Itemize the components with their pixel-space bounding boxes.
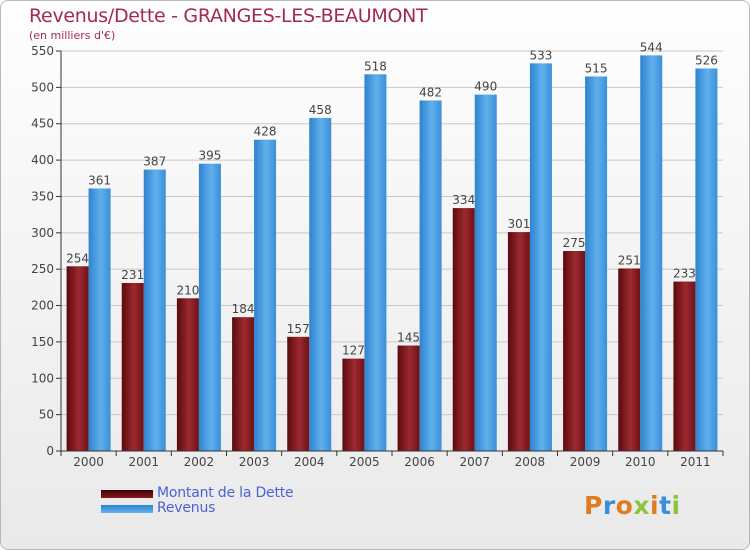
bar-revenus-2008 <box>529 63 552 451</box>
bar-revenus-2009 <box>585 76 608 452</box>
xtick-label-2007: 2007 <box>459 455 490 469</box>
ytick-label-400: 400 <box>31 153 54 167</box>
labels-layer: 254 361 231 387 210 395 184 428 157 458 127 518 145 4… <box>66 40 718 357</box>
axis-layer: 0 50 100 150 200 250 300 350 400 450 500 550 2000 200… <box>31 44 724 469</box>
bar-revenus-2001 <box>143 169 166 451</box>
legend-swatch-debt <box>101 490 153 498</box>
bar-revenus-2007 <box>474 94 497 452</box>
legend-swatch-revenus <box>101 505 153 513</box>
bars-layer <box>66 55 718 452</box>
bar-revenus-2002 <box>198 163 221 451</box>
ytick-label-500: 500 <box>31 80 54 94</box>
xtick-label-2000: 2000 <box>73 455 104 469</box>
ytick-label-0: 0 <box>46 444 54 458</box>
proxiti-logo: Proxiti <box>584 491 681 520</box>
legend-label-revenus: Revenus <box>157 500 216 516</box>
logo-letter: x <box>633 491 650 520</box>
ytick-label-350: 350 <box>31 189 54 203</box>
bar-debt-2009 <box>563 251 586 451</box>
bar-revenus-2004 <box>309 117 332 451</box>
data-label-revenus-2003: 428 <box>254 125 277 139</box>
data-label-debt-2000: 254 <box>66 251 89 265</box>
xtick-label-2003: 2003 <box>239 455 270 469</box>
data-label-revenus-2002: 395 <box>198 149 221 163</box>
data-label-debt-2009: 275 <box>563 236 586 250</box>
data-label-debt-2003: 184 <box>232 302 255 316</box>
bar-revenus-2011 <box>695 68 718 452</box>
data-label-revenus-2001: 387 <box>143 155 166 169</box>
data-label-revenus-2007: 490 <box>474 80 497 94</box>
bar-debt-2001 <box>121 283 144 451</box>
data-label-revenus-2000: 361 <box>88 173 111 187</box>
xtick-label-2010: 2010 <box>625 455 656 469</box>
logo-letter: r <box>602 491 616 520</box>
ytick-label-50: 50 <box>39 408 54 422</box>
grid-layer <box>61 50 723 416</box>
logo-letter: i <box>671 491 681 520</box>
data-label-revenus-2006: 482 <box>419 85 442 99</box>
data-label-debt-2010: 251 <box>618 253 641 267</box>
xtick-label-2009: 2009 <box>570 455 601 469</box>
bar-debt-2005 <box>342 358 365 451</box>
bar-debt-2000 <box>66 266 89 451</box>
ytick-label-550: 550 <box>31 44 54 58</box>
chart-subtitle: (en milliers d'€) <box>29 29 116 42</box>
ytick-label-150: 150 <box>31 335 54 349</box>
data-label-debt-2002: 210 <box>176 283 199 297</box>
xtick-label-2005: 2005 <box>349 455 380 469</box>
xtick-label-2008: 2008 <box>515 455 546 469</box>
ytick-label-300: 300 <box>31 226 54 240</box>
bar-debt-2006 <box>397 345 420 451</box>
data-label-revenus-2005: 518 <box>364 59 387 73</box>
legend-label-debt: Montant de la Dette <box>157 485 294 501</box>
bar-revenus-2000 <box>88 188 111 452</box>
data-label-debt-2001: 231 <box>121 268 144 282</box>
data-label-debt-2005: 127 <box>342 344 365 358</box>
data-label-debt-2007: 334 <box>452 193 475 207</box>
bar-debt-2011 <box>673 281 696 451</box>
data-label-revenus-2010: 544 <box>640 40 663 54</box>
ytick-label-200: 200 <box>31 299 54 313</box>
bar-revenus-2010 <box>640 55 663 451</box>
logo-letter: i <box>650 491 660 520</box>
data-label-revenus-2009: 515 <box>585 61 608 75</box>
xtick-label-2004: 2004 <box>294 455 325 469</box>
xtick-label-2006: 2006 <box>404 455 435 469</box>
bar-revenus-2005 <box>364 74 387 451</box>
xtick-label-2001: 2001 <box>128 455 159 469</box>
bar-debt-2002 <box>176 298 199 451</box>
logo-letter: P <box>584 491 603 520</box>
data-label-debt-2004: 157 <box>287 322 310 336</box>
data-label-debt-2011: 233 <box>673 267 696 281</box>
data-label-debt-2006: 145 <box>397 331 420 345</box>
bar-debt-2004 <box>287 336 310 451</box>
data-label-revenus-2008: 533 <box>529 48 552 62</box>
ytick-label-100: 100 <box>31 371 54 385</box>
data-label-revenus-2011: 526 <box>695 53 718 67</box>
xtick-label-2011: 2011 <box>680 455 711 469</box>
bar-debt-2003 <box>232 317 255 451</box>
bar-revenus-2003 <box>254 139 277 451</box>
data-label-revenus-2004: 458 <box>309 103 332 117</box>
logo-letter: o <box>615 491 634 520</box>
ytick-label-450: 450 <box>31 117 54 131</box>
data-label-debt-2008: 301 <box>507 217 530 231</box>
bar-revenus-2006 <box>419 100 442 452</box>
chart-title: Revenus/Dette - GRANGES-LES-BEAUMONT <box>29 5 428 27</box>
bar-debt-2007 <box>452 208 475 451</box>
ytick-label-250: 250 <box>31 262 54 276</box>
bar-debt-2010 <box>618 268 641 451</box>
logo-letter: t <box>659 491 672 520</box>
bar-debt-2008 <box>507 232 530 451</box>
xtick-label-2002: 2002 <box>184 455 215 469</box>
